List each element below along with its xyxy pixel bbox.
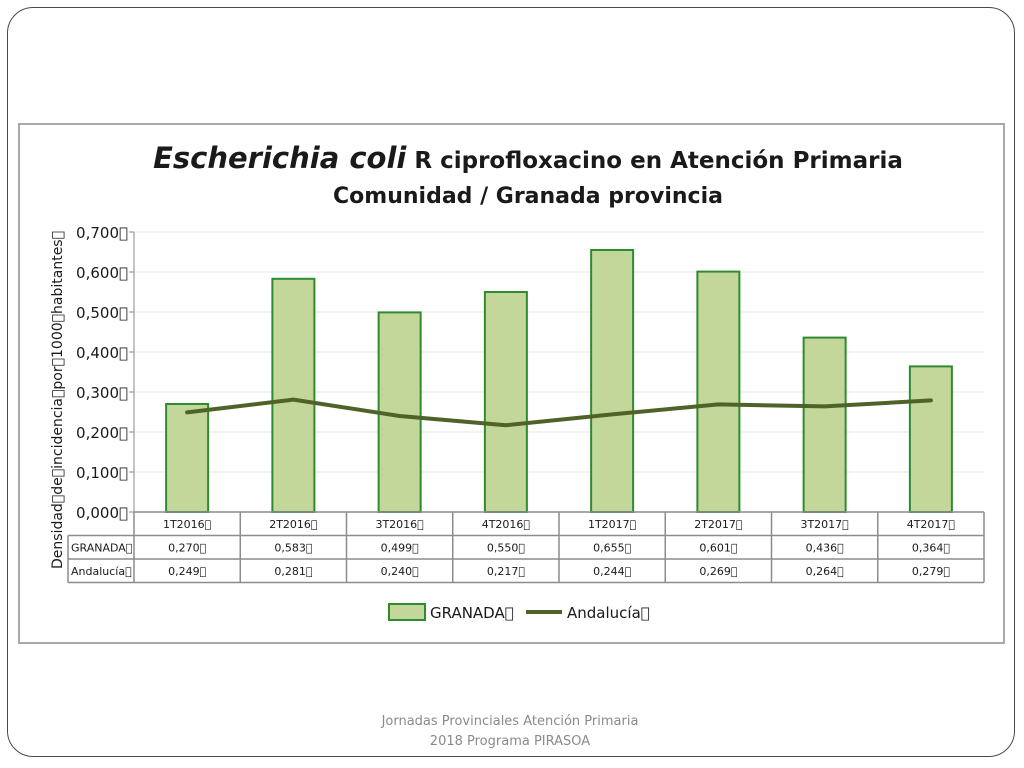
y-axis-title: Densidad de incidencia por 1000 habitant… (50, 231, 66, 569)
x-tick-label: 3T2017  (800, 518, 848, 531)
y-tick-label: 0,600  (76, 264, 128, 282)
legend-label-andalucia: Andalucía  (567, 604, 650, 622)
chart-title: Escherichia coli R ciprofloxacino en Ate… (0, 140, 1024, 215)
y-tick-label: 0,200  (76, 424, 128, 442)
legend-swatch-granada (388, 603, 426, 621)
table-cell-value: 0,601  (699, 542, 737, 555)
y-tick-label: 0,000  (76, 504, 128, 522)
table-cell-value: 0,655  (593, 542, 631, 555)
bar-granada (696, 270, 741, 513)
table-cell-value: 0,269  (699, 565, 737, 578)
chart-title-line1: Escherichia coli R ciprofloxacino en Ate… (0, 140, 1024, 179)
y-tick-label: 0,500  (76, 304, 128, 322)
bar-granada (165, 403, 210, 513)
bar-granada (590, 249, 635, 513)
title-species: Escherichia coli (153, 141, 407, 175)
y-tick-label: 0,100  (76, 464, 128, 482)
y-tick-label: 0,300  (76, 384, 128, 402)
table-cell-value: 0,249  (168, 565, 206, 578)
bar-granada (483, 291, 528, 513)
x-tick-label: 4T2016  (482, 518, 530, 531)
table-cell-value: 0,279  (912, 565, 950, 578)
x-tick-label: 4T2017  (907, 518, 955, 531)
table-cell-value: 0,364  (912, 542, 950, 555)
table-cell-value: 0,499  (381, 542, 419, 555)
table-cell-value: 0,240  (381, 565, 419, 578)
x-tick-label: 1T2017  (588, 518, 636, 531)
footer-line1: Jornadas Provinciales Atención Primaria (381, 714, 639, 729)
bar-granada (802, 336, 847, 513)
x-tick-label: 2T2016  (269, 518, 317, 531)
table-cell-value: 0,436  (806, 542, 844, 555)
legend-label-granada: GRANADA  (430, 604, 514, 622)
x-tick-label: 1T2016  (163, 518, 211, 531)
footer: Jornadas Provinciales Atención Primaria … (300, 712, 720, 752)
table-row-label: Andalucía  (71, 565, 132, 578)
chart-title-line2: Comunidad / Granada provincia (333, 184, 723, 209)
x-tick-label: 3T2016  (375, 518, 423, 531)
table-cell-value: 0,270  (168, 542, 206, 555)
line-andalucia (185, 397, 933, 428)
table-cell-value: 0,550  (487, 542, 525, 555)
table-row-label: GRANADA  (71, 542, 132, 555)
footer-line2: 2018 Programa PIRASOA (429, 734, 591, 749)
title-rest: R ciprofloxacino en Atención Primaria (406, 148, 903, 174)
table-cell-value: 0,583  (274, 542, 312, 555)
y-tick-label: 0,700  (76, 224, 128, 242)
table-cell-value: 0,264  (806, 565, 844, 578)
table-cell-value: 0,244  (593, 565, 631, 578)
table-cell-value: 0,217  (487, 565, 525, 578)
bar-granada (908, 365, 953, 513)
y-tick-label: 0,400  (76, 344, 128, 362)
table-cell-value: 0,281  (274, 565, 312, 578)
x-tick-label: 2T2017  (694, 518, 742, 531)
bar-granada (271, 277, 316, 513)
